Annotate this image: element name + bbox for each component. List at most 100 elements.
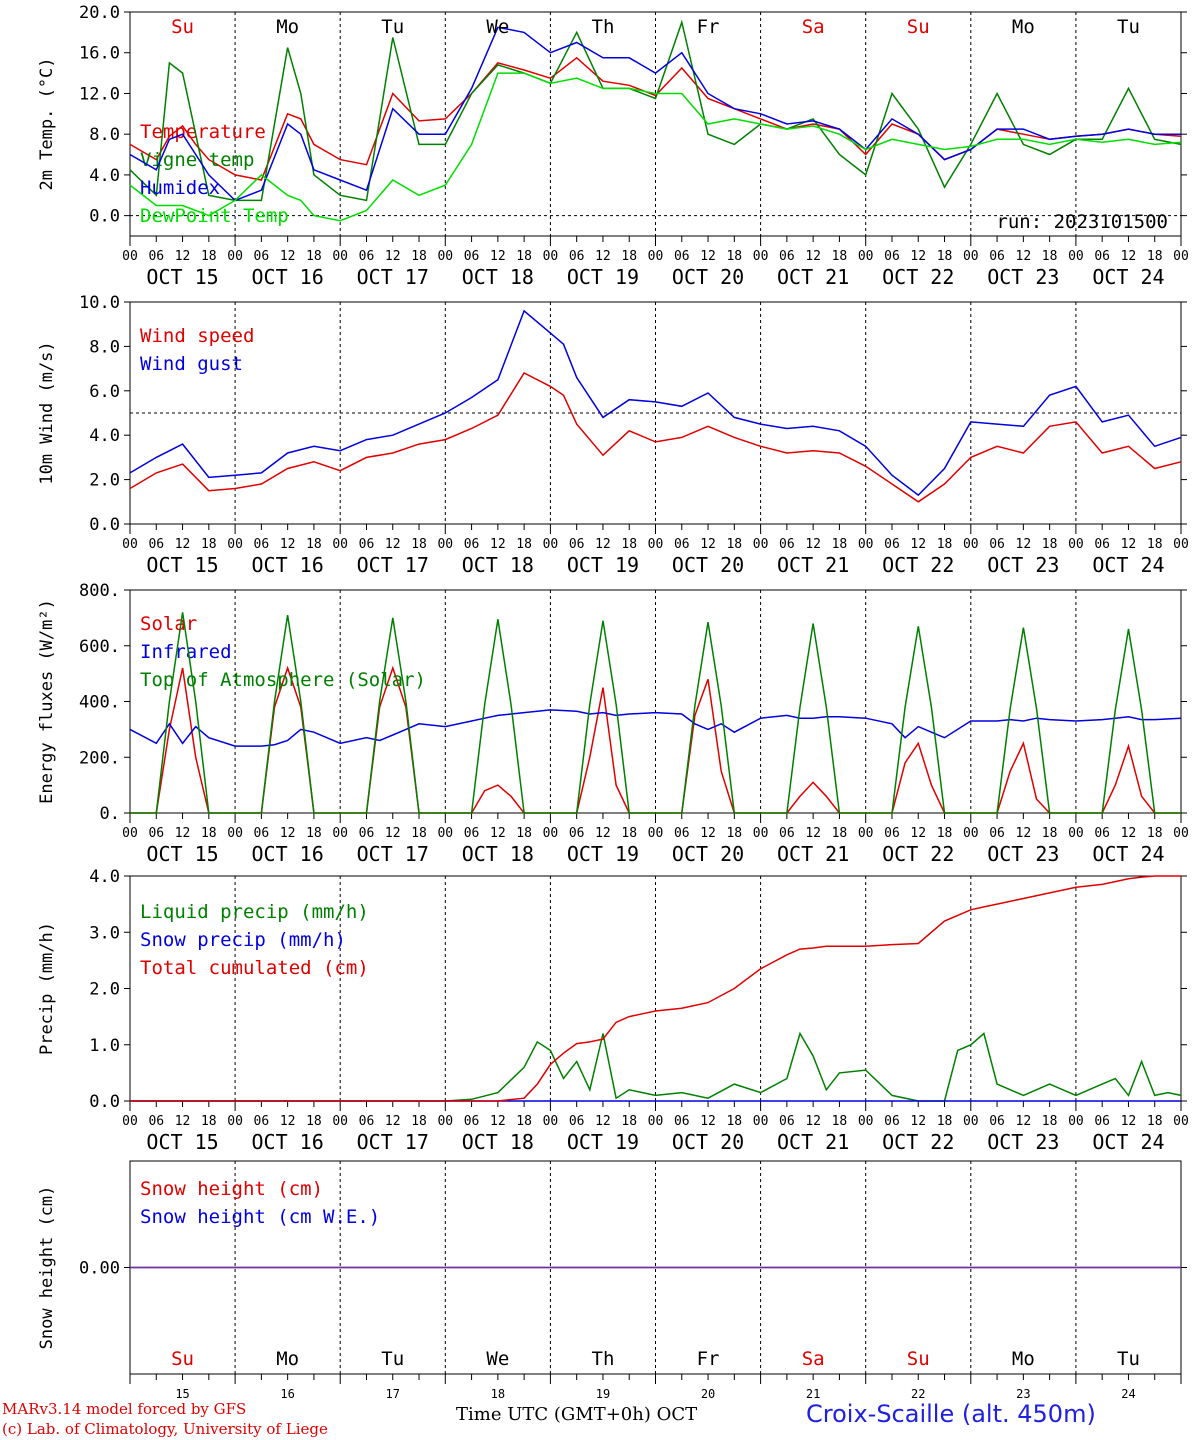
day-number: 20 [701, 1387, 715, 1400]
day-name: Tu [1117, 16, 1140, 38]
y-tick-label: 400. [79, 693, 120, 713]
hour-tick-label: 00 [963, 249, 979, 264]
hour-tick-label: 00 [437, 537, 453, 552]
date-label: OCT 17 [357, 265, 429, 289]
hour-tick-label: 00 [1068, 826, 1084, 841]
hour-tick-label: 06 [674, 537, 690, 552]
y-tick-label: 4.0 [89, 426, 120, 446]
hour-tick-label: 06 [989, 537, 1005, 552]
hour-tick-label: 12 [490, 537, 506, 552]
day-name-bottom: Sa [802, 1348, 825, 1370]
y-axis-label: Precip (mm/h) [37, 922, 57, 1055]
hour-tick-label: 06 [1094, 249, 1110, 264]
date-label: OCT 20 [672, 265, 744, 289]
hour-tick-label: 18 [411, 537, 427, 552]
legend-entry: Wind speed [140, 325, 254, 347]
hour-tick-label: 12 [1016, 537, 1032, 552]
hour-tick-label: 18 [937, 1114, 953, 1129]
hour-tick-label: 18 [726, 537, 742, 552]
hour-tick-label: 00 [122, 537, 138, 552]
hour-tick-label: 18 [832, 826, 848, 841]
y-tick-label: 2.0 [89, 980, 120, 1000]
hour-tick-label: 06 [148, 537, 164, 552]
date-label: OCT 19 [567, 553, 639, 577]
legend-entry: Top of Atmosphere (Solar) [140, 669, 426, 691]
day-name: Fr [697, 16, 720, 38]
hour-tick-label: 18 [726, 249, 742, 264]
hour-tick-label: 00 [332, 826, 348, 841]
hour-tick-label: 06 [569, 1114, 585, 1129]
hour-tick-label: 12 [700, 537, 716, 552]
hour-tick-label: 00 [437, 249, 453, 264]
hour-tick-label: 00 [963, 1114, 979, 1129]
hour-tick-label: 12 [175, 1114, 191, 1129]
hour-tick-label: 18 [201, 537, 217, 552]
y-tick-label: 800. [79, 581, 120, 601]
day-number: 22 [911, 1387, 925, 1400]
hour-tick-label: 18 [1147, 826, 1163, 841]
hour-tick-label: 18 [1042, 537, 1058, 552]
hour-tick-label: 12 [1016, 1114, 1032, 1129]
y-axis-label: 10m Wind (m/s) [37, 341, 57, 484]
hour-tick-label: 12 [700, 826, 716, 841]
hour-tick-label: 06 [569, 249, 585, 264]
date-label: OCT 21 [777, 842, 849, 866]
hour-tick-label: 18 [1042, 249, 1058, 264]
date-label: OCT 22 [882, 265, 954, 289]
hour-tick-label: 18 [937, 249, 953, 264]
date-label: OCT 20 [672, 1130, 744, 1154]
hour-tick-label: 18 [621, 826, 637, 841]
legend-entry: Snow height (cm W.E.) [140, 1206, 380, 1228]
y-tick-label: 0.0 [89, 1092, 120, 1112]
legend-entry: Humidex [140, 177, 220, 199]
day-name: Tu [381, 16, 404, 38]
date-label: OCT 18 [462, 842, 534, 866]
legend-entry: Vigne temp [140, 149, 254, 171]
hour-tick-label: 06 [359, 537, 375, 552]
y-tick-label: 600. [79, 637, 120, 657]
date-label: OCT 23 [987, 842, 1059, 866]
hour-tick-label: 12 [280, 249, 296, 264]
hour-tick-label: 06 [254, 826, 270, 841]
hour-tick-label: 12 [910, 826, 926, 841]
date-label: OCT 23 [987, 553, 1059, 577]
day-number: 21 [806, 1387, 820, 1400]
date-label: OCT 24 [1092, 553, 1164, 577]
hour-tick-label: 00 [648, 537, 664, 552]
hour-tick-label: 12 [805, 1114, 821, 1129]
hour-tick-label: 18 [306, 537, 322, 552]
hour-tick-label: 12 [1121, 537, 1137, 552]
date-label: OCT 19 [567, 265, 639, 289]
hour-tick-label: 18 [516, 537, 532, 552]
day-number: 24 [1121, 1387, 1135, 1400]
hour-tick-label: 18 [937, 537, 953, 552]
hour-tick-label: 12 [700, 1114, 716, 1129]
hour-tick-label: 00 [543, 537, 559, 552]
hour-tick-label: 06 [464, 1114, 480, 1129]
hour-tick-label: 00 [543, 826, 559, 841]
hour-tick-label: 00 [1173, 1114, 1189, 1129]
hour-tick-label: 06 [884, 537, 900, 552]
series-line [130, 875, 1181, 1102]
hour-tick-label: 12 [1016, 826, 1032, 841]
legend-entry: Total cumulated (cm) [140, 957, 369, 979]
hour-tick-label: 00 [648, 249, 664, 264]
series-line [129, 72, 1182, 222]
hour-tick-label: 06 [148, 1114, 164, 1129]
hour-tick-label: 18 [832, 1114, 848, 1129]
y-tick-label: 16.0 [79, 44, 120, 64]
y-tick-label: 3.0 [89, 923, 120, 943]
hour-tick-label: 12 [595, 249, 611, 264]
hour-tick-label: 00 [753, 249, 769, 264]
hour-tick-label: 00 [543, 249, 559, 264]
date-label: OCT 15 [146, 1130, 218, 1154]
hour-tick-label: 06 [674, 249, 690, 264]
date-label: OCT 22 [882, 842, 954, 866]
legend-entry: Solar [140, 613, 197, 635]
y-tick-label: 0. [100, 804, 120, 824]
date-label: OCT 24 [1092, 842, 1164, 866]
hour-tick-label: 12 [280, 537, 296, 552]
hour-tick-label: 06 [148, 826, 164, 841]
legend-entry: Infrared [140, 641, 232, 663]
date-label: OCT 20 [672, 842, 744, 866]
